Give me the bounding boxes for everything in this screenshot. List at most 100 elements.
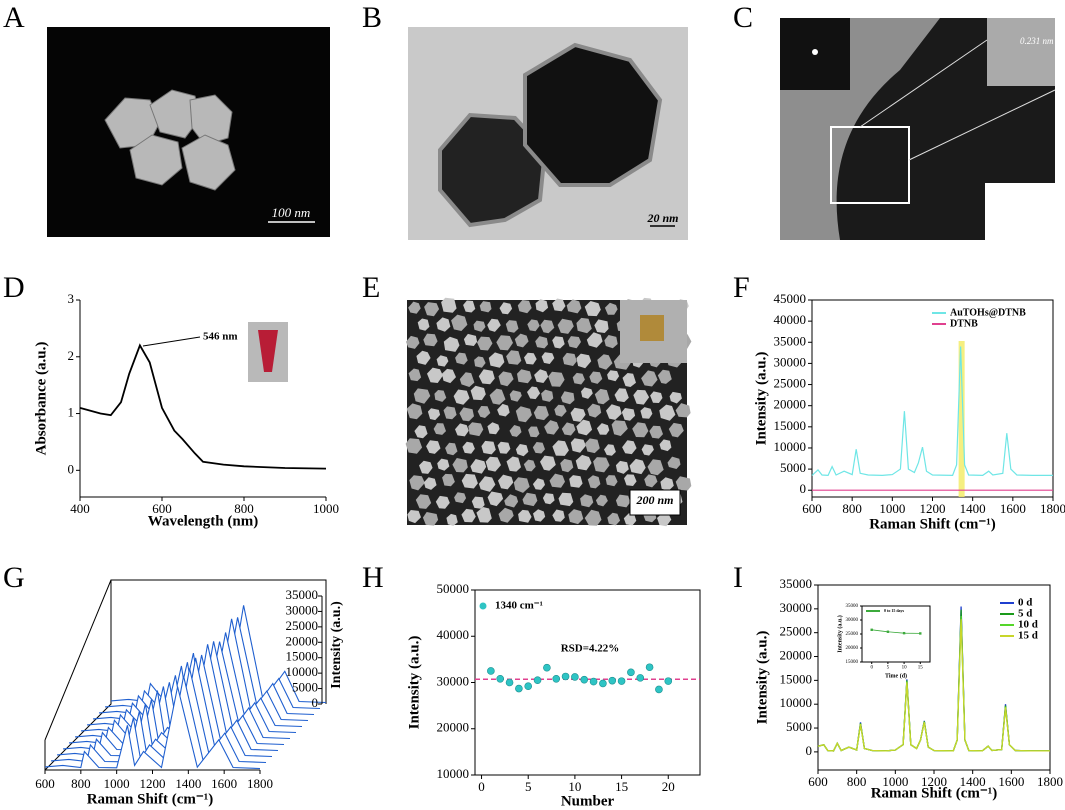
x-tick-label: 15 (918, 666, 924, 671)
data-point (870, 628, 873, 631)
y-tick-label: 50000 (437, 581, 470, 596)
data-point (571, 673, 579, 681)
particle (441, 297, 457, 313)
data-point (533, 676, 542, 684)
particle (527, 386, 541, 400)
zoom-line (908, 89, 1056, 161)
y-tick-label: 25000 (774, 376, 807, 391)
plot-frame (861, 605, 931, 663)
particle (568, 509, 584, 525)
particle (604, 335, 618, 349)
particle (576, 317, 592, 334)
legend-label: 5 d (1018, 608, 1032, 620)
particle (481, 440, 496, 455)
x-axis-label: Wavelength (nm) (148, 513, 258, 529)
particle (594, 319, 609, 333)
x-tick-label: 5 (887, 666, 890, 671)
particle (557, 318, 574, 334)
data-point (636, 674, 645, 682)
particle (641, 444, 654, 456)
particle (424, 302, 440, 317)
particle (409, 475, 425, 491)
x-axis-label: Time (d) (885, 672, 907, 679)
particle (517, 369, 532, 384)
particle (498, 507, 514, 523)
particle (413, 388, 431, 404)
particle (515, 444, 529, 457)
data-line (871, 629, 921, 634)
particle (560, 458, 574, 473)
particle (589, 371, 603, 384)
particle (532, 478, 545, 490)
particle (611, 420, 628, 436)
particle (675, 476, 692, 491)
x-tick-label: 1800 (247, 776, 273, 791)
data-point (589, 677, 598, 686)
y-tick-label: 35000 (780, 576, 813, 591)
particle (615, 460, 629, 474)
panel-label: G (3, 561, 25, 594)
particle (552, 440, 569, 456)
particle (433, 423, 446, 435)
y-tick-label: 20000 (437, 720, 470, 735)
particle (657, 369, 672, 384)
x-tick-label: 1600 (998, 774, 1024, 789)
particle (443, 406, 457, 420)
panel-labels: A B C D E F G H I (3, 1, 753, 594)
x-tick-label: 600 (35, 776, 55, 791)
x-tick-label: 10 (902, 666, 908, 671)
data-point (496, 674, 505, 683)
particle (640, 407, 653, 419)
x-tick-label: 1400 (960, 501, 986, 516)
annotation: RSD=4.22% (561, 643, 620, 655)
particle (406, 335, 420, 349)
x-axis-label: Raman Shift (cm⁻¹) (871, 785, 998, 801)
y-tick-label: 5000 (780, 460, 806, 475)
legend-label: 0 to 15 days (884, 608, 905, 613)
particle (445, 442, 458, 456)
y-tick-label: 30000 (437, 673, 470, 688)
y-tick-label: 30000 (780, 600, 813, 615)
particle (587, 475, 601, 489)
particle (629, 458, 646, 475)
particle (497, 441, 511, 454)
particle (659, 404, 676, 421)
x-tick-label: 1600 (1000, 501, 1026, 516)
y-tick-label: 2 (68, 348, 75, 363)
x-tick-label: 800 (847, 774, 867, 789)
particle (581, 387, 593, 399)
particle (463, 333, 478, 346)
y-tick-label: 15000 (780, 671, 813, 686)
data-point (617, 677, 626, 685)
annotation-arrow (142, 336, 201, 347)
x-tick-label: 800 (842, 501, 862, 516)
particle (644, 474, 658, 488)
plot-frame (811, 299, 1054, 498)
x-axis-label: Number (561, 793, 615, 809)
particle (552, 336, 565, 349)
particle (572, 372, 585, 385)
data-point (552, 674, 561, 683)
particle (417, 318, 430, 331)
data-line (817, 619, 1050, 752)
particle (473, 320, 486, 332)
y-tick-label: 20000 (780, 648, 813, 663)
particle (462, 441, 475, 454)
particle (622, 373, 636, 387)
x-tick-label: 15 (615, 779, 628, 794)
particle (463, 300, 476, 313)
particle (605, 475, 618, 487)
data-point (561, 672, 570, 681)
particle (533, 509, 546, 522)
particle (541, 389, 554, 402)
y-tick-label: 0 (806, 743, 813, 758)
particle (441, 368, 456, 384)
particle (406, 403, 423, 420)
x-tick-label: 1000 (882, 774, 908, 789)
particle (570, 407, 586, 422)
data-line (79, 343, 327, 470)
particle (584, 509, 602, 526)
particle (459, 407, 474, 422)
particle (621, 408, 636, 421)
particle (509, 425, 522, 437)
